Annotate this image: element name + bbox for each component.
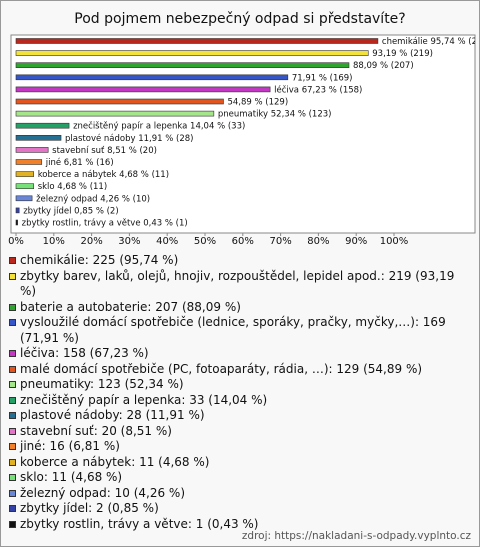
data-label: pneumatiky 52,34 % (123) xyxy=(218,110,332,120)
data-label: zbytky rostlin, trávy a větve 0,43 % (1) xyxy=(22,219,188,229)
data-label: 88,09 % (207) xyxy=(353,61,414,71)
bar xyxy=(15,219,18,226)
data-label: stavební suť 8,51 % (20) xyxy=(52,146,157,156)
legend-item: chemikálie: 225 (95,74 %) xyxy=(9,253,471,269)
legend-label: stavební suť: 20 (8,51 %) xyxy=(20,423,172,438)
bar xyxy=(15,62,350,69)
x-tick-label: 60% xyxy=(232,236,254,247)
plot: Pod pojmem nebezpečný odpad si představí… xyxy=(8,11,479,247)
chart-title: Pod pojmem nebezpečný odpad si představí… xyxy=(74,11,405,27)
legend-label: koberce a nábytek: 11 (4,68 %) xyxy=(20,454,210,469)
legend-label: baterie a autobaterie: 207 (88,09 %) xyxy=(20,299,241,314)
data-label: sklo 4,68 % (11) xyxy=(38,182,107,192)
legend-swatch xyxy=(9,427,16,435)
x-tick-label: 40% xyxy=(156,236,178,247)
data-label: koberce a nábytek 4,68 % (11) xyxy=(38,170,169,180)
legend-item: koberce a nábytek: 11 (4,68 %) xyxy=(9,455,471,471)
legend-swatch xyxy=(9,489,16,497)
legend-label: malé domácí spotřebiče (PC, fotoaparáty,… xyxy=(20,361,423,376)
legend-item: znečištěný papír a lepenka: 33 (14,04 %) xyxy=(9,393,471,409)
source: zdroj: https://nakladani-s-odpady.vyplnt… xyxy=(241,530,471,542)
legend-label: léčiva: 158 (67,23 %) xyxy=(20,346,149,360)
data-label: léčiva 67,23 % (158) xyxy=(274,84,362,95)
data-label: 71,91 % (169) xyxy=(292,73,353,83)
legend-swatch xyxy=(9,303,16,311)
x-tick-label: 100% xyxy=(380,236,409,247)
data-label: 54,89 % (129) xyxy=(227,98,288,108)
bar xyxy=(15,38,379,44)
bar xyxy=(15,171,34,177)
legend-label: zbytky jídel: 2 (0,85 %) xyxy=(20,501,159,515)
legend-label: zbytky barev, laků, olejů, hnojiv, rozpo… xyxy=(20,268,455,299)
legend-label: vysloužilé domácí spotřebiče (lednice, s… xyxy=(20,315,446,345)
legend-item: léčiva: 158 (67,23 %) xyxy=(9,346,471,362)
bar xyxy=(15,110,215,117)
bar xyxy=(15,74,289,81)
legend-label: pneumatiky: 123 (52,34 %) xyxy=(20,377,184,391)
legend-item: sklo: 11 (4,68 %) xyxy=(9,470,471,486)
legend-swatch xyxy=(9,458,16,466)
x-tick-label: 0% xyxy=(8,236,24,247)
legend-label: železný odpad: 10 (4,26 %) xyxy=(20,485,186,500)
legend-item: pneumatiky: 123 (52,34 %) xyxy=(9,377,471,393)
legend-swatch xyxy=(9,272,16,280)
legend-label: znečištěný papír a lepenka: 33 (14,04 %) xyxy=(20,392,268,407)
legend-label: chemikálie: 225 (95,74 %) xyxy=(20,253,179,267)
legend-item: zbytky barev, laků, olejů, hnojiv, rozpo… xyxy=(9,269,471,300)
data-label: železný odpad 4,26 % (10) xyxy=(36,194,150,204)
bar xyxy=(15,183,34,189)
bar xyxy=(15,207,20,214)
x-tick-label: 20% xyxy=(80,236,102,247)
data-label: znečištěný papír a lepenka 14,04 % (33) xyxy=(73,121,245,132)
data-label: jiné 6,81 % (16) xyxy=(45,157,114,168)
x-tick-label: 90% xyxy=(345,236,367,247)
data-label: zbytky jídel 0,85 % (2) xyxy=(23,206,118,216)
x-tick-label: 70% xyxy=(269,236,291,247)
legend-label: zbytky rostlin, trávy a větve: 1 (0,43 %… xyxy=(20,516,259,531)
plot-area xyxy=(10,34,476,234)
legend-item: jiné: 16 (6,81 %) xyxy=(9,439,471,455)
legend-swatch xyxy=(9,381,16,388)
legend-swatch xyxy=(9,474,16,481)
data-label: 93,19 % (219) xyxy=(372,49,433,59)
legend-swatch xyxy=(9,520,16,528)
legend-item: vysloužilé domácí spotřebiče (lednice, s… xyxy=(9,315,471,346)
legend-swatch xyxy=(9,319,16,326)
bar xyxy=(15,135,62,141)
legend-label: sklo: 11 (4,68 %) xyxy=(20,470,123,484)
legend-item: malé domácí spotřebiče (PC, fotoaparáty,… xyxy=(9,362,471,378)
legend: chemikálie: 225 (95,74 %) zbytky barev, l… xyxy=(9,253,471,532)
legend-item: baterie a autobaterie: 207 (88,09 %) xyxy=(9,300,471,316)
bar xyxy=(15,86,271,93)
bar xyxy=(15,98,224,105)
legend-swatch xyxy=(9,257,16,264)
legend-item: plastové nádoby: 28 (11,91 %) xyxy=(9,408,471,424)
x-tick-label: 80% xyxy=(307,236,329,247)
legend-swatch xyxy=(9,350,16,357)
bar xyxy=(15,147,49,153)
legend-label: jiné: 16 (6,81 %) xyxy=(20,439,120,453)
legend-label: plastové nádoby: 28 (11,91 %) xyxy=(20,408,205,422)
bar xyxy=(15,159,43,165)
x-tick-label: 30% xyxy=(118,236,140,247)
legend-item: zbytky jídel: 2 (0,85 %) xyxy=(9,501,471,517)
legend-swatch xyxy=(9,412,16,419)
legend-item: stavební suť: 20 (8,51 %) xyxy=(9,424,471,440)
data-label: chemikálie 95,74 % (225) xyxy=(382,37,479,47)
x-tick-label: 10% xyxy=(43,236,65,247)
data-label: plastové nádoby 11,91 % (28) xyxy=(65,133,193,144)
legend-item: železný odpad: 10 (4,26 %) xyxy=(9,486,471,502)
legend-swatch xyxy=(9,443,16,450)
legend-swatch xyxy=(9,505,16,512)
legend-swatch xyxy=(9,365,16,373)
x-tick-label: 50% xyxy=(194,236,216,247)
legend-swatch xyxy=(9,396,16,404)
bar xyxy=(15,195,33,202)
legend-item: zbytky rostlin, trávy a větve: 1 (0,43 %… xyxy=(9,517,471,533)
bar xyxy=(15,50,369,56)
bar xyxy=(15,122,70,129)
